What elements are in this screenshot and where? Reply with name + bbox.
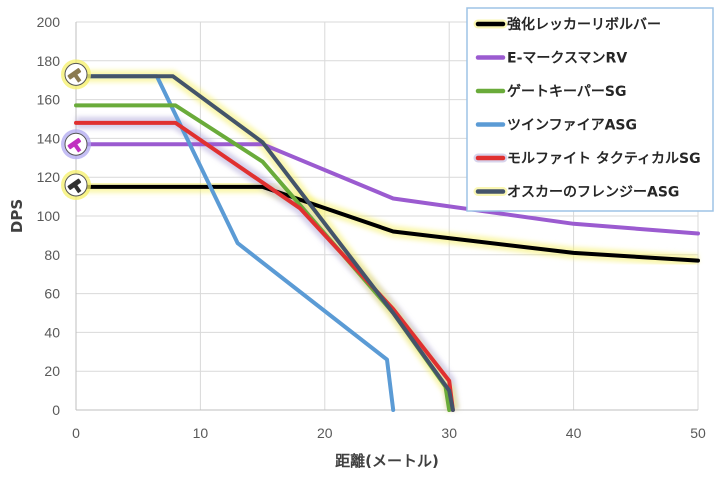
icon-gun-grip: [73, 184, 82, 194]
y-tick-label: 140: [37, 130, 61, 146]
series-line-5: [74, 74, 455, 412]
icon-gun-grip: [73, 73, 82, 83]
y-tick-label: 200: [37, 14, 61, 30]
y-tick-label: 0: [52, 402, 60, 418]
legend-label: モルファイト タクティカルSG: [507, 151, 701, 167]
x-tick-label: 0: [72, 425, 80, 441]
icon-gun-body: [67, 178, 82, 190]
revolver-badge-icon: [61, 169, 91, 200]
series-line-1: [74, 142, 700, 236]
legend-label: ツインファイアASG: [507, 118, 637, 134]
x-tick-label: 40: [566, 425, 582, 441]
x-tick-label: 30: [441, 425, 457, 441]
y-tick-label: 60: [44, 286, 60, 302]
y-tick-label: 80: [44, 247, 60, 263]
legend-label: E-マークスマンRV: [507, 51, 627, 67]
legend-label: 強化レッカーリボルバー: [507, 16, 661, 33]
series-line-4: [74, 120, 455, 412]
axes: 0 20 40 60 80 100 120 140 160 180 200 0 10 20 30 40 50: [37, 14, 706, 441]
icon-gun-grip: [73, 143, 82, 153]
legend: 強化レッカーリボルバー E-マークスマンRV ゲートキーパーSG ツインファイアASG…: [466, 7, 714, 212]
shotgun-badge-icon: [61, 59, 91, 90]
y-tick-label: 100: [37, 208, 61, 224]
legend-box: [466, 7, 714, 212]
x-tick-label: 50: [690, 425, 706, 441]
legend-label: オスカーのフレンジーASG: [507, 185, 679, 201]
x-axis-title: 距離(メートル): [335, 452, 439, 470]
icon-gun-body: [67, 68, 82, 80]
y-tick-label: 20: [44, 363, 60, 379]
icon-gun-body: [67, 137, 82, 150]
y-tick-label: 160: [37, 92, 61, 108]
y-tick-label: 120: [37, 169, 61, 185]
legend-label: ゲートキーパーSG: [507, 83, 626, 100]
y-tick-label: 180: [37, 53, 61, 69]
x-tick-label: 10: [193, 425, 209, 441]
y-tick-label: 40: [44, 324, 60, 340]
y-axis-title: DPS: [8, 199, 26, 233]
series-icons: [61, 59, 91, 200]
x-tick-label: 20: [317, 425, 333, 441]
series-line-0: [74, 184, 700, 263]
series-lines: [74, 70, 700, 412]
purple-gun-badge-icon: [61, 129, 91, 160]
